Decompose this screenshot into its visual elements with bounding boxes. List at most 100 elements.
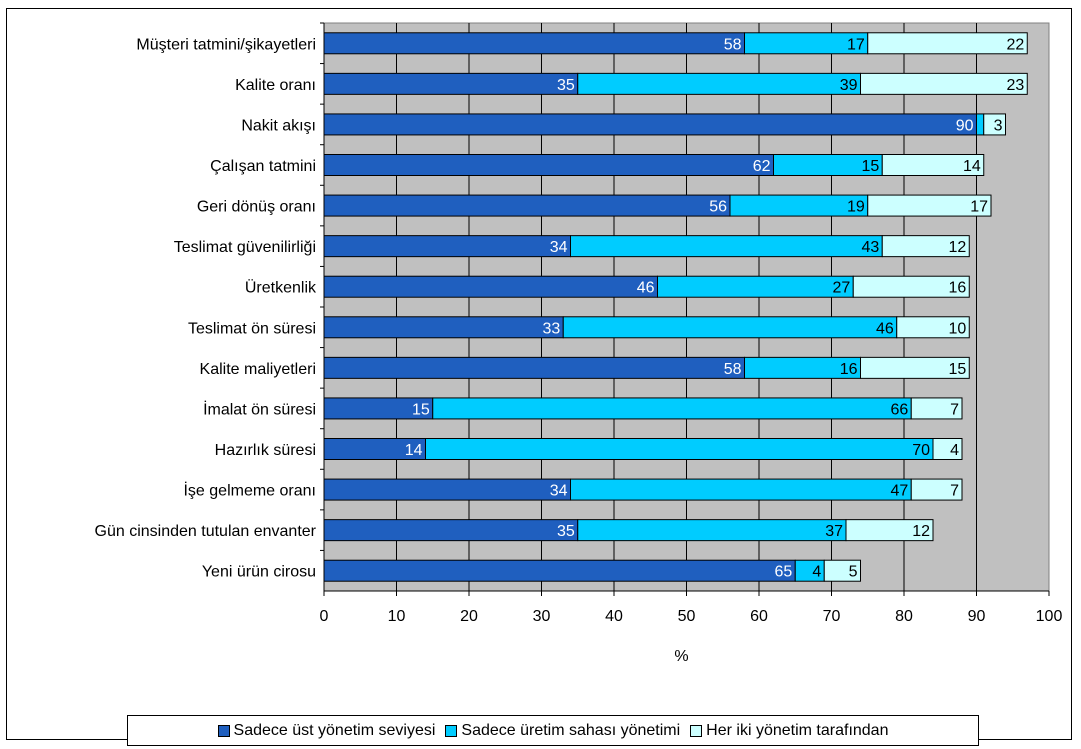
bar-segment — [323, 194, 731, 217]
bar-segment — [323, 32, 745, 55]
data-label: 15 — [861, 158, 879, 175]
data-label: 58 — [724, 36, 742, 53]
data-label: 35 — [557, 77, 575, 94]
chart-frame: 58 17 22 Müşteri tatmini/şikayetleri 35 39 23 K… — [6, 8, 1072, 746]
legend-label-series-2: Sadece üretim sahası yönetimi — [461, 721, 681, 739]
legend-item-series-1: Sadece üst yönetim seviyesi — [217, 721, 436, 740]
data-label: 56 — [709, 199, 727, 216]
bar-segment — [323, 316, 564, 339]
category-label: Geri dönüş oranı — [197, 199, 316, 216]
legend-item-series-2: Sadece üretim sahası yönetimi — [445, 722, 680, 740]
category-label: Teslimat güvenilirliği — [174, 239, 316, 256]
bar-segment — [852, 275, 970, 298]
bar-segment — [562, 316, 898, 339]
legend-swatch-series-2 — [445, 724, 458, 737]
x-tick-label: 20 — [460, 608, 478, 625]
bar-segment — [881, 154, 985, 176]
bar-segment — [860, 356, 970, 379]
data-label: 16 — [948, 280, 966, 297]
bar-segment — [323, 72, 579, 95]
x-tick-label: 0 — [320, 608, 329, 625]
bar-segment — [577, 519, 847, 542]
data-label: 3 — [994, 117, 1003, 134]
x-tick-label: 50 — [678, 608, 696, 625]
bar-segment — [932, 438, 963, 460]
data-label: 7 — [950, 483, 959, 500]
data-label: 65 — [774, 564, 792, 581]
data-label: 34 — [550, 483, 568, 500]
data-label: 70 — [912, 442, 930, 459]
legend-swatch-series-3 — [690, 724, 703, 737]
bar-segment — [577, 72, 861, 95]
bar-segment — [323, 154, 774, 176]
category-label: Çalışan tatmini — [210, 158, 316, 175]
category-label: Müşteri tatmini/şikayetleri — [136, 36, 316, 53]
category-label: Kalite oranı — [235, 77, 316, 94]
category-label: Teslimat ön süresi — [188, 320, 316, 337]
bar-segment — [323, 356, 745, 379]
data-label: 7 — [950, 401, 959, 418]
data-label: 14 — [963, 158, 981, 175]
data-label: 4 — [812, 564, 821, 581]
category-label: Üretkenlik — [245, 279, 317, 297]
bar-segment — [323, 478, 571, 501]
bar-segment — [910, 478, 963, 501]
x-tick-label: 70 — [823, 608, 841, 625]
bar-segment — [570, 235, 883, 258]
data-label: 15 — [412, 401, 430, 418]
category-label: Yeni ürün cirosu — [202, 564, 316, 581]
data-label: 12 — [912, 523, 930, 540]
data-label: 58 — [724, 361, 742, 378]
data-label: 47 — [890, 483, 908, 500]
bar-segment — [323, 113, 977, 136]
data-label: 22 — [1006, 36, 1024, 53]
bar-segment — [323, 519, 579, 542]
data-label: 43 — [861, 239, 879, 256]
bar-segment — [881, 235, 970, 258]
category-label: Hazırlık süresi — [215, 442, 316, 459]
bar-segment — [976, 113, 985, 136]
category-label: İmalat ön süresi — [203, 399, 316, 418]
data-label: 19 — [847, 199, 865, 216]
data-label: 17 — [847, 36, 865, 53]
data-label: 39 — [840, 77, 858, 94]
bar-segment — [845, 519, 934, 542]
legend-swatch-series-1 — [217, 724, 230, 737]
data-label: 10 — [948, 320, 966, 337]
data-label: 46 — [637, 280, 655, 297]
data-label: 33 — [542, 320, 560, 337]
legend-label-series-1: Sadece üst yönetim seviyesi — [233, 721, 436, 739]
bar-segment — [570, 478, 912, 501]
data-label: 17 — [970, 199, 988, 216]
x-tick-label: 60 — [750, 608, 768, 625]
data-label: 5 — [849, 564, 858, 581]
bar-segment — [432, 397, 912, 420]
bar-segment — [896, 316, 970, 339]
category-label: İşe gelmeme oranı — [183, 481, 316, 500]
x-tick-label: 80 — [895, 608, 913, 625]
data-label: 35 — [557, 523, 575, 540]
bar-segment — [860, 72, 1028, 95]
legend-item-series-3: Her iki yönetim tarafından — [690, 722, 888, 740]
legend-label-series-3: Her iki yönetim tarafından — [706, 721, 889, 739]
bar-segment — [425, 438, 934, 460]
data-label: 46 — [876, 320, 894, 337]
data-label: 16 — [840, 361, 858, 378]
x-tick-label: 100 — [1036, 608, 1063, 625]
x-tick-label: 40 — [605, 608, 623, 625]
x-tick-label: 90 — [968, 608, 986, 625]
data-label: 66 — [890, 401, 908, 418]
data-label: 4 — [950, 442, 959, 459]
category-label: Kalite maliyetleri — [200, 361, 316, 378]
category-label: Nakit akışı — [241, 117, 316, 134]
data-label: 14 — [405, 442, 423, 459]
bar-segment — [323, 275, 658, 298]
data-label: 27 — [832, 280, 850, 297]
bar-segment — [323, 235, 571, 258]
x-tick-label: 10 — [388, 608, 406, 625]
data-label: 90 — [956, 117, 974, 134]
x-axis-title: % — [674, 648, 688, 665]
data-label: 12 — [948, 239, 966, 256]
data-label: 23 — [1006, 77, 1024, 94]
